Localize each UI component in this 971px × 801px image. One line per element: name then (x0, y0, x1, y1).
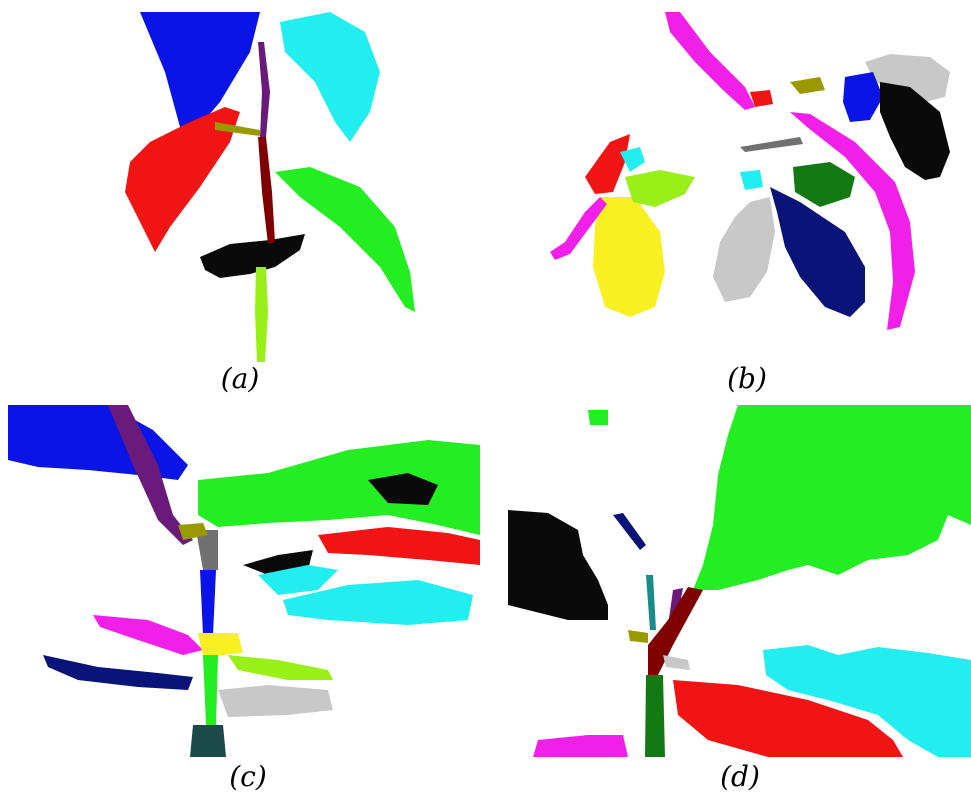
segment-navy-leaf (770, 187, 865, 317)
segment-olive-blob (790, 77, 825, 94)
segment-gray-leaf-bottom (713, 197, 775, 302)
segment-yellow-leaf (593, 197, 665, 317)
segment-olive-branch (215, 122, 260, 136)
segment-lime-leaf (228, 655, 333, 680)
segment-darkgreen-stem (645, 675, 665, 757)
segment-magenta-branch-left (550, 197, 607, 260)
point-cloud-panel-c (8, 405, 480, 757)
segment-black-blob (368, 473, 438, 505)
segment-blue-leaf (140, 12, 260, 137)
segment-green-dots (588, 410, 608, 425)
segment-blue-leaf (8, 405, 188, 480)
segment-darkgray-branch (740, 137, 803, 152)
segmented-plant-a (125, 12, 415, 362)
segment-gray-leaf-top (865, 54, 950, 102)
segment-blue-leaf (843, 72, 883, 122)
caption-d: (d) (720, 760, 760, 793)
point-cloud-panel-a (110, 12, 430, 362)
segment-black-leaf (880, 82, 950, 180)
segment-lime-stem (255, 267, 268, 362)
segment-red-leaf (125, 107, 240, 252)
segment-maroon-stem (648, 587, 703, 675)
segment-black-leaf (200, 234, 305, 278)
caption-b: (b) (727, 362, 767, 395)
segment-gray-leaf (218, 685, 333, 717)
segment-navy-leaf (43, 655, 193, 690)
segment-blue-stem (200, 570, 216, 635)
segment-darkgreen-leaf (793, 162, 855, 207)
segment-magenta-stem-right (790, 112, 915, 330)
segment-olive-branch (178, 523, 208, 540)
segment-cyan-blob (740, 170, 763, 190)
point-cloud-panel-d (508, 405, 971, 757)
segment-teal-stem (646, 575, 656, 630)
caption-a: (a) (220, 362, 260, 395)
segmented-plant-c (8, 405, 480, 757)
segment-cyan-leaf-small (258, 565, 338, 595)
segment-olive-branch (628, 630, 648, 643)
segment-red-leaf (318, 527, 480, 565)
segment-magenta-leaf (533, 735, 628, 757)
segmented-plant-d (508, 405, 971, 757)
segment-cyan-leaf (280, 12, 380, 142)
caption-c: (c) (229, 760, 267, 793)
segment-navy-branch (613, 513, 646, 550)
segment-gray-stem-top (196, 530, 218, 570)
segment-red-leaf-small (585, 134, 630, 194)
segment-cyan-leaf (283, 580, 473, 625)
segment-gray-branch (663, 655, 690, 670)
segment-purple-stem (258, 42, 270, 137)
segment-magenta-stem-top (665, 12, 755, 110)
segment-cyan-leaf-small (620, 147, 645, 172)
segment-cyan-leaf (763, 645, 971, 757)
segment-magenta-leaf (93, 615, 203, 655)
segment-green-leaf (198, 440, 480, 535)
segment-green-stem (203, 655, 218, 725)
segmented-plant-b (550, 12, 950, 330)
segment-green-leaf-small (625, 170, 695, 207)
segment-purple-branch (108, 405, 193, 545)
point-cloud-panel-b (545, 12, 960, 362)
segment-slate-stem (190, 725, 226, 757)
segment-red-blob (750, 90, 773, 107)
segment-red-leaf (673, 680, 903, 757)
segment-black-leaf (508, 510, 608, 620)
segment-yellow-blob (198, 633, 243, 657)
segment-green-leaf (275, 167, 415, 312)
segment-green-leaf (693, 405, 971, 590)
segment-maroon-stem (258, 137, 275, 244)
